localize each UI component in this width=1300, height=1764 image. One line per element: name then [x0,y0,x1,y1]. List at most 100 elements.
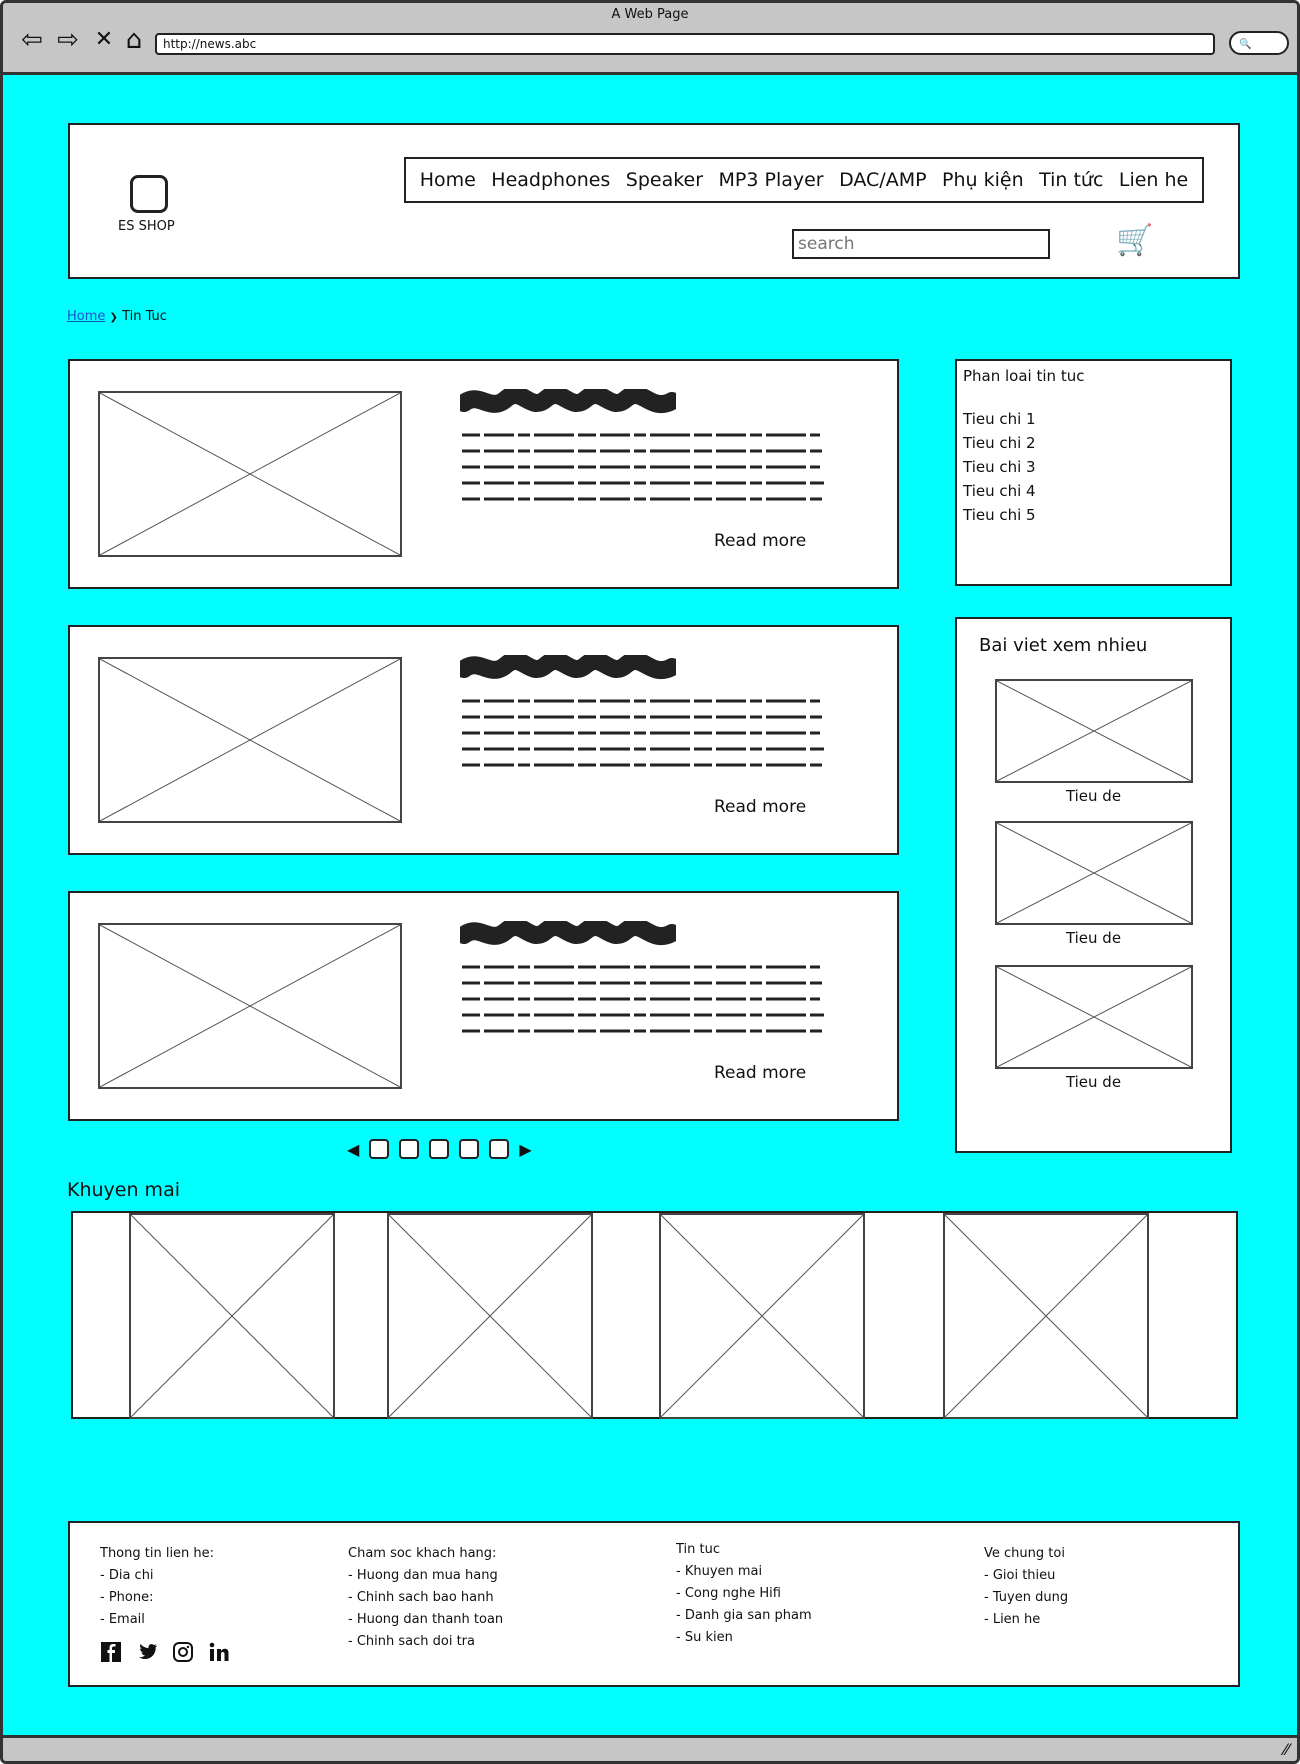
page-button[interactable] [429,1139,450,1159]
footer-link[interactable]: - Email [100,1612,145,1627]
page-button[interactable] [459,1139,480,1159]
menu-item-headphones[interactable]: Headphones [491,169,611,191]
read-more-link[interactable]: Read more [714,531,807,551]
forward-arrow-icon[interactable]: ⇨ [57,25,79,55]
promo-image-placeholder[interactable] [387,1213,593,1419]
footer-link[interactable]: - Dia chi [100,1568,154,1583]
footer-link[interactable]: - Lien he [984,1612,1041,1627]
footer-link[interactable]: - Huong dan thanh toan [348,1612,504,1627]
search-input[interactable] [792,229,1050,259]
category-panel: Phan loai tin tuc Tieu chi 1 Tieu chi 2 … [955,359,1232,586]
next-page-icon[interactable]: ▶ [519,1139,532,1159]
post-image-placeholder[interactable] [98,391,402,557]
page-button[interactable] [399,1139,420,1159]
footer-link[interactable]: - Khuyen mai [676,1564,763,1579]
news-post-card: Read more [68,891,899,1121]
menu-item-home[interactable]: Home [419,169,476,191]
footer-link[interactable]: - Chinh sach doi tra [348,1634,475,1649]
category-item[interactable]: Tieu chi 5 [963,506,1036,524]
menu-item-tin-tuc[interactable]: Tin tức [1039,169,1104,191]
search-icon: 🔍 [1239,39,1252,50]
site-footer: Thong tin lien he: - Dia chi - Phone: - … [68,1521,1240,1687]
popular-post-title[interactable]: Tieu de [1065,929,1122,947]
post-title-scribble[interactable] [460,655,676,681]
linkedin-icon[interactable] [208,1641,230,1663]
popular-post-title[interactable]: Tieu de [1065,787,1122,805]
footer-heading: Cham soc khach hang: [348,1546,497,1561]
social-links [100,1641,230,1663]
post-image-placeholder[interactable] [98,657,402,823]
browser-search-field[interactable]: 🔍 [1229,31,1289,55]
facebook-icon[interactable] [100,1641,122,1663]
promo-image-placeholder[interactable] [659,1213,865,1419]
menu-item-mp3-player[interactable]: MP3 Player [718,169,824,191]
footer-link[interactable]: - Huong dan mua hang [348,1568,498,1583]
menu-item-speaker[interactable]: Speaker [625,169,704,191]
news-post-card: Read more [68,625,899,855]
footer-link[interactable]: - Cong nghe Hifi [676,1586,781,1601]
read-more-link[interactable]: Read more [714,797,807,817]
home-icon[interactable]: ⌂ [125,25,143,55]
category-title: Phan loai tin tuc [963,367,1085,385]
category-item[interactable]: Tieu chi 2 [963,434,1036,452]
footer-heading: Thong tin lien he: [100,1546,215,1561]
stop-icon[interactable]: ✕ [94,27,114,52]
pagination: ◀ ▶ [347,1139,532,1159]
footer-link[interactable]: - Phone: [100,1590,154,1605]
chevron-right-icon: ❯ [109,312,118,323]
resize-grip-icon[interactable]: ⁄⁄ [1283,1740,1289,1759]
promo-image-placeholder[interactable] [943,1213,1149,1419]
footer-link[interactable]: - Danh gia san pham [676,1608,812,1623]
instagram-icon[interactable] [172,1641,194,1663]
post-excerpt-scribble [462,433,824,501]
address-bar[interactable]: http://news.abc [155,33,1215,55]
category-item[interactable]: Tieu chi 4 [963,482,1036,500]
cart-icon[interactable]: 🛒 [1116,223,1154,258]
breadcrumb-current: Tin Tuc [122,309,167,324]
post-excerpt-scribble [462,699,824,767]
twitter-icon[interactable] [136,1641,158,1663]
footer-link[interactable]: - Gioi thieu [984,1568,1056,1583]
logo-icon[interactable] [130,175,168,213]
menu-item-dac-amp[interactable]: DAC/AMP [839,169,927,191]
page-button[interactable] [369,1139,390,1159]
popular-post-image-placeholder[interactable] [995,821,1193,925]
post-title-scribble[interactable] [460,389,676,415]
footer-news: Tin tuc - Khuyen mai - Cong nghe Hifi - … [676,1539,812,1649]
category-item[interactable]: Tieu chi 1 [963,410,1036,428]
page-button[interactable] [489,1139,510,1159]
footer-about: Ve chung toi - Gioi thieu - Tuyen dung -… [984,1543,1068,1631]
footer-link[interactable]: - Su kien [676,1630,733,1645]
window-title: A Web Page [611,7,689,22]
footer-customer-care: Cham soc khach hang: - Huong dan mua han… [348,1543,503,1653]
post-image-placeholder[interactable] [98,923,402,1089]
footer-heading: Tin tuc [676,1542,721,1557]
popular-post-image-placeholder[interactable] [995,965,1193,1069]
browser-titlebar: A Web Page ⇦ ⇨ ✕ ⌂ http://news.abc 🔍 [3,3,1297,75]
read-more-link[interactable]: Read more [714,1063,807,1083]
category-item[interactable]: Tieu chi 3 [963,458,1036,476]
footer-link[interactable]: - Tuyen dung [984,1590,1069,1605]
post-excerpt-scribble [462,965,824,1033]
popular-post-title[interactable]: Tieu de [1065,1073,1122,1091]
promo-image-placeholder[interactable] [129,1213,335,1419]
popular-posts-title: Bai viet xem nhieu [979,635,1148,656]
breadcrumb: Home ❯ Tin Tuc [67,309,167,324]
menu-item-lien-he[interactable]: Lien he [1118,169,1189,191]
footer-heading: Ve chung toi [984,1546,1065,1561]
footer-link[interactable]: - Chinh sach bao hanh [348,1590,494,1605]
logo-text[interactable]: ES SHOP [118,219,175,234]
back-arrow-icon[interactable]: ⇦ [21,25,43,55]
footer-contact: Thong tin lien he: - Dia chi - Phone: - … [100,1543,214,1631]
browser-statusbar: ⁄⁄ [3,1735,1297,1761]
site-header: ES SHOP Home Headphones Speaker MP3 Play… [68,123,1240,279]
main-menu: Home Headphones Speaker MP3 Player DAC/A… [404,157,1204,203]
news-post-card: Read more [68,359,899,589]
menu-item-phu-kien[interactable]: Phụ kiện [942,169,1024,191]
breadcrumb-home-link[interactable]: Home [67,309,106,324]
promo-title: Khuyen mai [67,1179,180,1201]
popular-post-image-placeholder[interactable] [995,679,1193,783]
post-title-scribble[interactable] [460,921,676,947]
prev-page-icon[interactable]: ◀ [347,1139,360,1159]
